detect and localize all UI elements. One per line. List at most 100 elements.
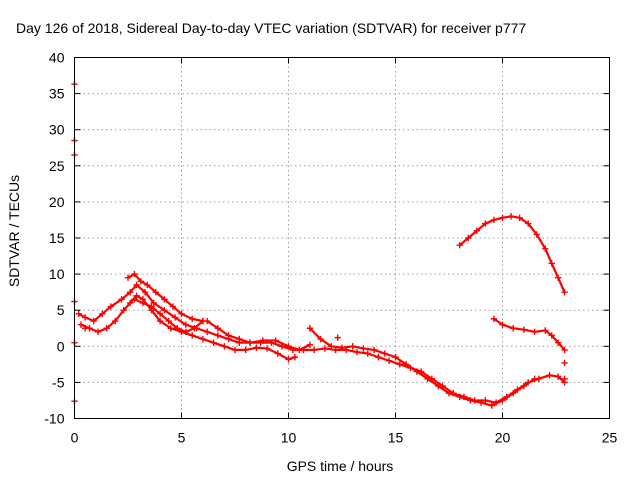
data-point (231, 346, 239, 354)
data-point (510, 325, 517, 332)
data-point (182, 328, 189, 336)
data-point (272, 337, 279, 344)
data-point (274, 350, 281, 357)
data-point (445, 390, 453, 397)
data-point (210, 339, 217, 346)
data-point (499, 397, 506, 404)
y-tick-label: -10 (44, 411, 64, 427)
data-point (507, 213, 515, 220)
data-point (456, 393, 463, 401)
data-point (161, 296, 168, 303)
data-point (167, 325, 174, 332)
data-point (310, 346, 318, 354)
data-point (242, 346, 249, 354)
data-point (561, 288, 568, 296)
y-tick-label: 0 (57, 338, 65, 354)
data-point (554, 274, 562, 281)
data-point (465, 234, 472, 242)
data-point (499, 214, 506, 221)
data-point (137, 278, 145, 285)
data-point (482, 397, 489, 404)
data-point (174, 325, 181, 332)
data-point (131, 270, 138, 278)
data-point (131, 296, 138, 303)
series-trace-6 (306, 325, 538, 409)
data-point (214, 325, 222, 332)
data-point (353, 348, 361, 356)
series-trace-4 (131, 296, 207, 336)
data-point (203, 317, 211, 325)
data-point (99, 310, 106, 318)
data-point (171, 314, 179, 321)
data-point (349, 343, 356, 350)
data-point (178, 310, 185, 318)
series-line (308, 327, 536, 407)
data-point (150, 299, 157, 307)
data-point (118, 296, 125, 303)
data-point (300, 346, 307, 354)
data-point (225, 332, 232, 339)
data-point (338, 344, 346, 351)
data-point (524, 220, 532, 227)
data-point (328, 343, 335, 350)
data-point (253, 344, 260, 351)
data-point (435, 382, 442, 390)
x-axis-label: GPS time / hours (287, 458, 394, 474)
y-tick-label: 10 (49, 266, 65, 282)
y-tick-label: 20 (49, 194, 65, 210)
data-point (473, 227, 481, 234)
data-point (139, 299, 147, 307)
x-tick-label: 5 (178, 430, 186, 446)
data-point (169, 303, 177, 310)
data-series (75, 213, 568, 409)
data-point (156, 317, 164, 325)
data-point (499, 321, 506, 328)
data-point (385, 357, 393, 364)
x-tick-label: 25 (602, 430, 618, 446)
data-point (531, 375, 538, 382)
data-point (520, 382, 528, 390)
y-tick-label: 40 (49, 50, 65, 66)
data-point (548, 332, 555, 339)
series-trace-2 (77, 292, 299, 363)
series-line (126, 273, 204, 323)
data-point (482, 220, 489, 227)
data-point (510, 390, 517, 397)
series-trace-8 (490, 315, 568, 354)
data-point (165, 317, 172, 325)
data-point (364, 350, 371, 357)
data-point (370, 346, 378, 354)
y-tick-label: 35 (49, 86, 65, 102)
data-point (189, 332, 196, 339)
data-point (156, 310, 164, 318)
axis-ticks: -10 -5 0 5 10 15 20 25 30 35 40 0 5 10 15 20 25 (44, 50, 617, 446)
data-point (317, 335, 324, 343)
data-point (199, 335, 207, 343)
data-point (321, 345, 329, 352)
x-tick-label: 0 (71, 430, 79, 446)
data-point (396, 361, 403, 368)
data-point (285, 356, 292, 363)
data-point (542, 245, 549, 253)
data-point (77, 321, 85, 328)
data-point (236, 335, 243, 343)
series-line (458, 215, 566, 294)
data-point (94, 328, 102, 336)
data-point (75, 310, 82, 318)
chart-title: Day 126 of 2018, Sidereal Day-to-day VTE… (16, 20, 526, 36)
data-point (542, 327, 549, 334)
data-point (263, 345, 271, 352)
y-tick-label: 25 (49, 158, 65, 174)
series-trace-1 (75, 281, 314, 354)
data-point (554, 373, 562, 380)
data-point (144, 281, 151, 289)
data-point (456, 242, 463, 249)
data-point (124, 274, 132, 281)
data-point (548, 260, 555, 267)
data-point (257, 339, 264, 346)
series-trace-7 (456, 213, 568, 296)
data-point (152, 288, 160, 296)
data-point (268, 339, 275, 346)
